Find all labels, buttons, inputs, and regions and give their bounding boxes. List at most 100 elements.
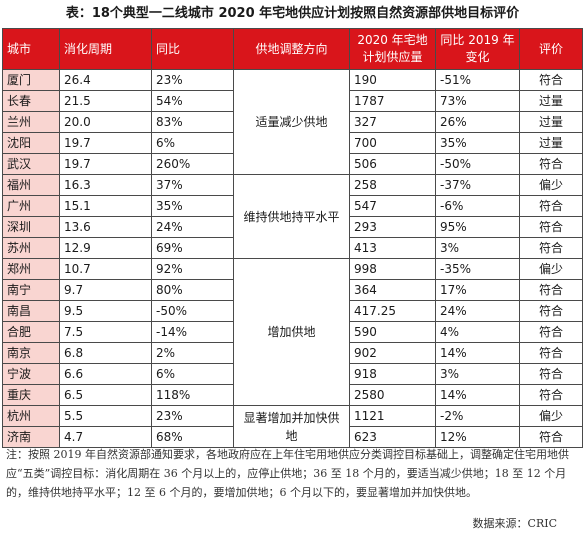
yoy-cell: 2% xyxy=(151,342,234,364)
data-source: 数据来源：CRIC xyxy=(472,517,557,530)
rating-cell: 符合 xyxy=(519,237,583,259)
city-cell: 重庆 xyxy=(2,384,60,406)
change-cell: 14% xyxy=(435,342,520,364)
direction-cell: 增加供地 xyxy=(233,258,350,406)
city-cell: 合肥 xyxy=(2,321,60,343)
rating-cell: 偏少 xyxy=(519,258,583,280)
yoy-cell: 80% xyxy=(151,279,234,301)
yoy-cell: 68% xyxy=(151,426,234,448)
city-cell: 济南 xyxy=(2,426,60,448)
change-cell: 3% xyxy=(435,363,520,385)
table-header-row: 城市 消化周期 同比 供地调整方向 2020 年宅地计划供应量 同比 2019 … xyxy=(2,28,583,70)
header-direction: 供地调整方向 xyxy=(233,28,350,70)
cycle-cell: 7.5 xyxy=(59,321,152,343)
supply-cell: 364 xyxy=(349,279,436,301)
table-row: 济南 4.7 68% 623 12% 符合 xyxy=(2,426,583,448)
cycle-cell: 26.4 xyxy=(59,69,152,91)
rating-cell: 符合 xyxy=(519,342,583,364)
city-cell: 郑州 xyxy=(2,258,60,280)
change-cell: -50% xyxy=(435,153,520,175)
table-row: 福州 16.3 37% 维持供地持平水平 258 -37% 偏少 xyxy=(2,174,583,259)
city-cell: 苏州 xyxy=(2,237,60,259)
yoy-cell: 6% xyxy=(151,363,234,385)
table-row: 武汉 19.7 260% 506 -50% 符合 xyxy=(2,153,583,175)
city-cell: 深圳 xyxy=(2,216,60,238)
supply-cell: 902 xyxy=(349,342,436,364)
rating-cell: 符合 xyxy=(519,300,583,322)
cycle-cell: 19.7 xyxy=(59,153,152,175)
yoy-cell: 24% xyxy=(151,216,234,238)
supply-cell: 327 xyxy=(349,111,436,133)
table-row: 广州 15.1 35% 547 -6% 符合 xyxy=(2,195,583,217)
city-cell: 南昌 xyxy=(2,300,60,322)
supply-cell: 590 xyxy=(349,321,436,343)
table-row: 沈阳 19.7 6% 700 35% 过量 xyxy=(2,132,583,154)
change-cell: 95% xyxy=(435,216,520,238)
yoy-cell: 69% xyxy=(151,237,234,259)
city-cell: 厦门 xyxy=(2,69,60,91)
cycle-cell: 20.0 xyxy=(59,111,152,133)
table-row: 深圳 13.6 24% 293 95% 符合 xyxy=(2,216,583,238)
city-cell: 武汉 xyxy=(2,153,60,175)
table-row: 宁波 6.6 6% 918 3% 符合 xyxy=(2,363,583,385)
supply-cell: 506 xyxy=(349,153,436,175)
rating-cell: 偏少 xyxy=(519,174,583,196)
cycle-cell: 4.7 xyxy=(59,426,152,448)
supply-cell: 293 xyxy=(349,216,436,238)
change-cell: 17% xyxy=(435,279,520,301)
cycle-cell: 6.5 xyxy=(59,384,152,406)
direction-cell: 维持供地持平水平 xyxy=(233,174,350,259)
city-cell: 南宁 xyxy=(2,279,60,301)
cycle-cell: 9.5 xyxy=(59,300,152,322)
change-cell: 24% xyxy=(435,300,520,322)
cycle-cell: 12.9 xyxy=(59,237,152,259)
change-cell: -2% xyxy=(435,405,520,427)
change-cell: 12% xyxy=(435,426,520,448)
header-cycle: 消化周期 xyxy=(59,28,152,70)
table-row: 合肥 7.5 -14% 590 4% 符合 xyxy=(2,321,583,343)
rating-cell: 符合 xyxy=(519,69,583,91)
cycle-cell: 21.5 xyxy=(59,90,152,112)
supply-cell: 998 xyxy=(349,258,436,280)
supply-cell: 700 xyxy=(349,132,436,154)
yoy-cell: 83% xyxy=(151,111,234,133)
table-row: 长春 21.5 54% 1787 73% 过量 xyxy=(2,90,583,112)
yoy-cell: 260% xyxy=(151,153,234,175)
change-cell: 26% xyxy=(435,111,520,133)
change-cell: 14% xyxy=(435,384,520,406)
rating-cell: 符合 xyxy=(519,279,583,301)
yoy-cell: 118% xyxy=(151,384,234,406)
header-yoy: 同比 xyxy=(151,28,234,70)
change-cell: 3% xyxy=(435,237,520,259)
change-cell: 73% xyxy=(435,90,520,112)
yoy-cell: 6% xyxy=(151,132,234,154)
rating-cell: 符合 xyxy=(519,426,583,448)
rating-cell: 偏少 xyxy=(519,405,583,427)
direction-cell: 适量减少供地 xyxy=(233,69,350,175)
change-cell: -35% xyxy=(435,258,520,280)
rating-cell: 符合 xyxy=(519,321,583,343)
cycle-cell: 5.5 xyxy=(59,405,152,427)
cycle-cell: 16.3 xyxy=(59,174,152,196)
rating-cell: 符合 xyxy=(519,384,583,406)
rating-cell: 符合 xyxy=(519,363,583,385)
yoy-cell: 37% xyxy=(151,174,234,196)
supply-cell: 258 xyxy=(349,174,436,196)
cycle-cell: 15.1 xyxy=(59,195,152,217)
change-cell: -6% xyxy=(435,195,520,217)
yoy-cell: 92% xyxy=(151,258,234,280)
rating-cell: 符合 xyxy=(519,153,583,175)
supply-cell: 190 xyxy=(349,69,436,91)
supply-cell: 413 xyxy=(349,237,436,259)
city-cell: 沈阳 xyxy=(2,132,60,154)
page-title: 表：18个典型一二线城市 2020 年宅地供应计划按照自然资源部供地目标评价 xyxy=(65,6,520,21)
direction-cell: 显著增加并加快供地 xyxy=(233,405,350,448)
land-supply-table: 城市 消化周期 同比 供地调整方向 2020 年宅地计划供应量 同比 2019 … xyxy=(2,28,583,448)
yoy-cell: -50% xyxy=(151,300,234,322)
header-rating: 评价 xyxy=(519,28,583,70)
table-row: 厦门 26.4 23% 适量减少供地 190 -51% 符合 xyxy=(2,69,583,175)
city-cell: 福州 xyxy=(2,174,60,196)
city-cell: 长春 xyxy=(2,90,60,112)
change-cell: 4% xyxy=(435,321,520,343)
city-cell: 杭州 xyxy=(2,405,60,427)
